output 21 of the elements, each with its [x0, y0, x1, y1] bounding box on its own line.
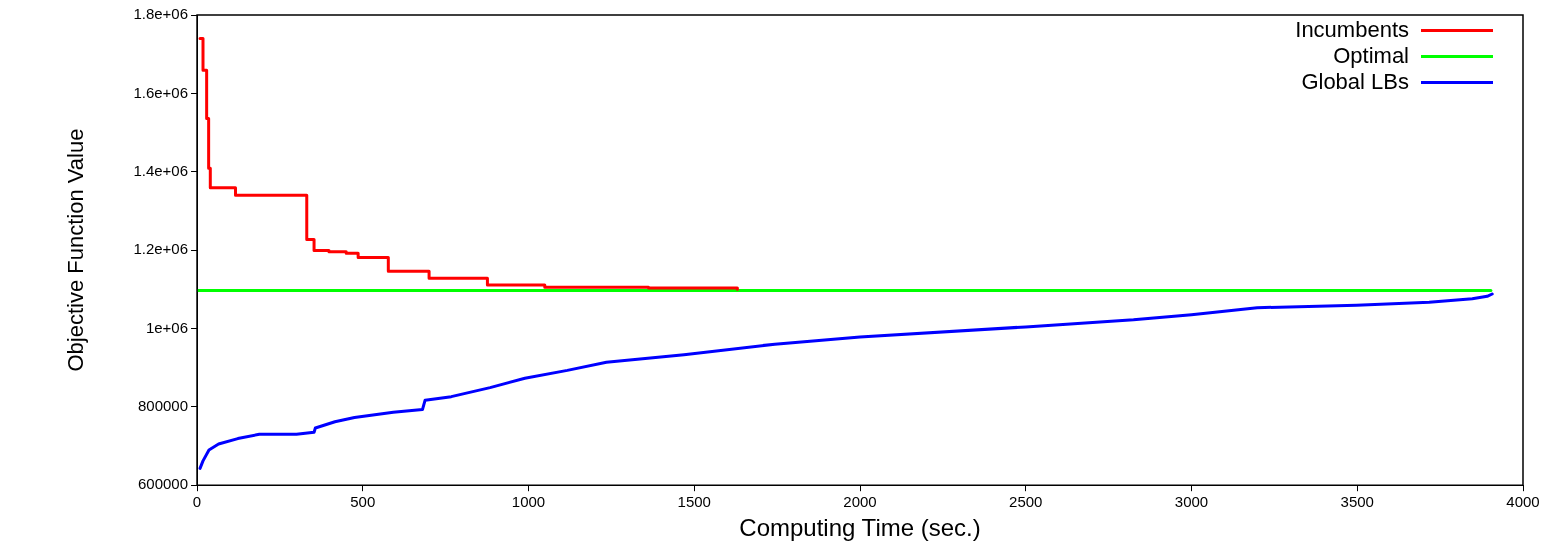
x-axis-title: Computing Time (sec.) — [739, 514, 981, 542]
y-tick-label: 1.2e+06 — [133, 240, 189, 258]
y-tick-label: 1e+06 — [145, 318, 189, 336]
x-tick-label: 4000 — [1506, 493, 1540, 511]
x-tick-label: 2000 — [843, 493, 877, 511]
legend-label: Optimal — [1333, 43, 1409, 69]
legend-label: Global LBs — [1301, 69, 1409, 95]
x-tick-label: 0 — [192, 493, 202, 511]
y-tick-label: 1.8e+06 — [133, 5, 189, 23]
y-tick-label: 800000 — [137, 396, 189, 414]
y-tick-label: 1.4e+06 — [133, 161, 189, 179]
x-tick-label: 3500 — [1340, 493, 1374, 511]
y-axis-title: Objective Function Value — [63, 128, 89, 372]
y-tick-label: 1.6e+06 — [133, 83, 189, 101]
legend-label: Incumbents — [1295, 17, 1409, 43]
x-tick-label: 2500 — [1009, 493, 1043, 511]
x-tick-label: 500 — [350, 493, 376, 511]
x-tick-label: 1500 — [677, 493, 711, 511]
x-tick-label: 3000 — [1174, 493, 1209, 511]
y-tick-label: 600000 — [137, 475, 189, 493]
x-tick-label: 1000 — [511, 493, 546, 511]
